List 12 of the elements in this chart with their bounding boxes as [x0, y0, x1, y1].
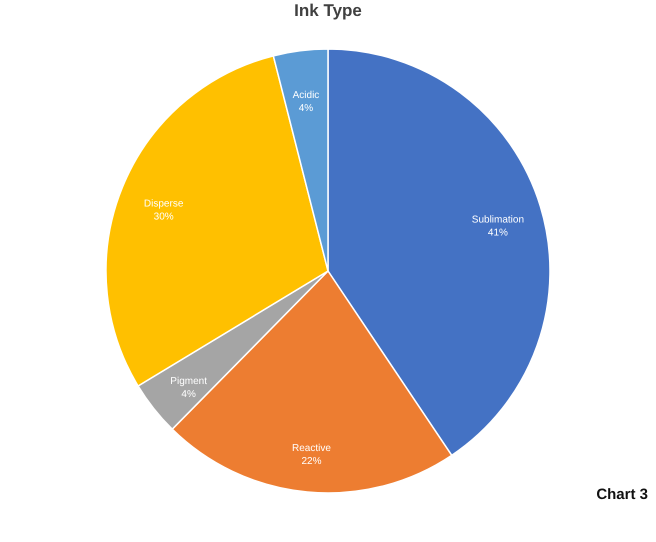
data-label: 41% [488, 227, 508, 238]
slice-label: Sublimation [472, 214, 524, 226]
slice-label: Reactive [292, 442, 332, 454]
chart-title: Ink Type [294, 1, 362, 20]
slice-label: Acidic [292, 90, 320, 101]
caption: Chart 3 [596, 486, 648, 503]
slice-label: Disperse [144, 198, 184, 210]
data-label: 22% [301, 456, 322, 467]
slice-label: Pigment [170, 376, 208, 388]
data-label: 4% [181, 389, 196, 400]
data-label: 4% [298, 102, 314, 114]
data-label: 30% [154, 212, 174, 223]
